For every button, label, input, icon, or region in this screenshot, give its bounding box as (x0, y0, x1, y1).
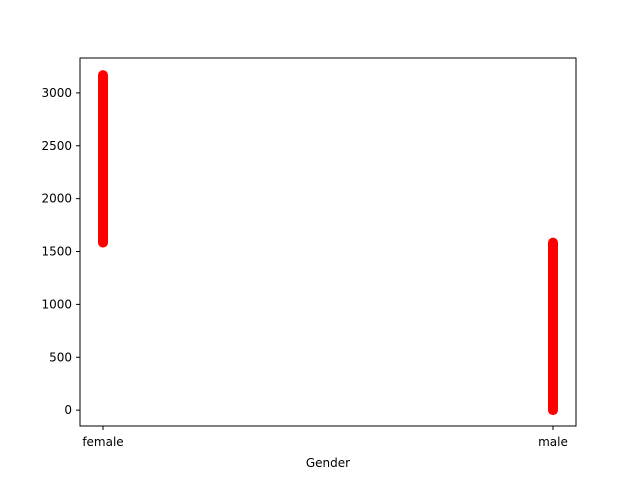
y-tick-label: 2500 (41, 139, 72, 153)
y-tick-label: 500 (49, 350, 72, 364)
plot-frame (79, 57, 577, 427)
y-tick-label: 1500 (41, 245, 72, 259)
y-tick-label: 3000 (41, 86, 72, 100)
y-tick-label: 0 (64, 403, 72, 417)
x-axis-ticks: female male (82, 426, 568, 449)
y-axis-ticks: 0 500 1000 1500 2000 2500 3000 (41, 86, 80, 417)
x-axis-label: Gender (306, 456, 350, 470)
y-tick-label: 1000 (41, 297, 72, 311)
y-tick-label: 2000 (41, 192, 72, 206)
data-point-male (548, 237, 558, 248)
points-layer (98, 70, 558, 416)
x-tick-label-female: female (82, 435, 123, 449)
data-point-female (98, 70, 108, 81)
x-tick-label-male: male (538, 435, 568, 449)
